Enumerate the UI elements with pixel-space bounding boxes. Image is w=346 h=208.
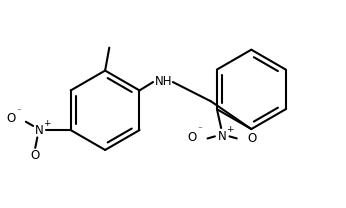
Text: +: + <box>226 125 233 134</box>
Text: N: N <box>35 124 44 137</box>
Text: O: O <box>31 149 40 162</box>
Text: +: + <box>43 119 51 128</box>
Text: O: O <box>187 131 197 144</box>
Text: O: O <box>248 132 257 145</box>
Text: ⁻: ⁻ <box>16 107 21 116</box>
Text: O: O <box>7 112 16 125</box>
Text: N: N <box>218 130 227 143</box>
Text: NH: NH <box>155 75 172 88</box>
Text: ⁻: ⁻ <box>198 126 203 135</box>
